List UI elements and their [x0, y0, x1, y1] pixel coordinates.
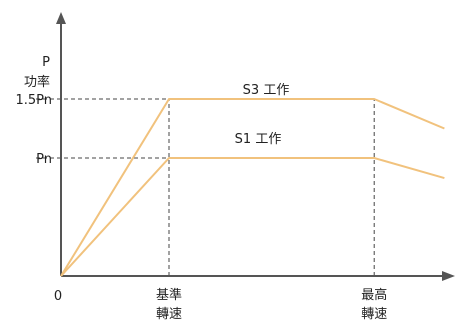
x-tick-label: 基準 [156, 287, 182, 303]
series-label-s3: S3 工作 [243, 83, 290, 98]
series-line-1 [60, 157, 445, 277]
y-axis-label: P [42, 55, 50, 70]
axes [56, 12, 455, 281]
y-axis-arrow-icon [56, 12, 66, 24]
x-tick-label: 轉速 [156, 307, 182, 322]
series-line-0 [60, 98, 445, 277]
y-axis-sublabel: 功率 [24, 74, 50, 90]
guide-lines [36, 98, 375, 276]
y-tick-label: 1.5Pn [15, 93, 52, 108]
y-tick-label: Pn [36, 152, 52, 167]
x-axis-arrow-icon [442, 271, 455, 281]
series-lines [60, 98, 445, 277]
x-tick-label: 最高 [361, 287, 387, 303]
series-label-s1: S1 工作 [235, 132, 282, 147]
x-tick-label: 轉速 [361, 307, 387, 322]
x-tick-label: 0 [54, 289, 62, 304]
